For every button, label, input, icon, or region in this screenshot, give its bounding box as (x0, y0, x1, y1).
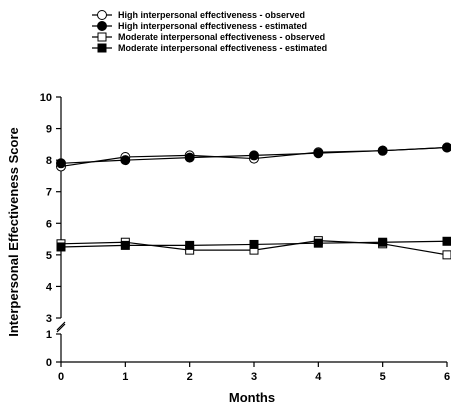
legend-label: Moderate interpersonal effectiveness - o… (118, 32, 325, 42)
y-tick-label: 10 (40, 92, 52, 104)
y-tick-label: 8 (46, 155, 52, 167)
y-tick-label: 1 (46, 329, 52, 341)
data-point (249, 150, 259, 161)
x-tick-label: 0 (58, 371, 64, 383)
x-tick-label: 4 (315, 371, 322, 383)
legend-marker (97, 43, 107, 53)
data-point (442, 142, 451, 153)
series-2 (56, 142, 451, 169)
x-tick-label: 2 (187, 371, 193, 383)
data-point (378, 237, 388, 247)
data-point (185, 240, 195, 250)
legend-marker (97, 32, 107, 42)
y-tick-label: 9 (46, 124, 52, 136)
data-point (56, 158, 66, 169)
y-tick-label: 0 (46, 357, 52, 369)
legend-marker (97, 21, 107, 31)
series-4 (56, 236, 451, 252)
legend-label: High interpersonal effectiveness - obser… (118, 10, 305, 20)
data-point (442, 236, 451, 246)
x-tick-label: 3 (251, 371, 257, 383)
x-tick-label: 6 (444, 371, 450, 383)
x-tick-label: 5 (380, 371, 386, 383)
legend-label: Moderate interpersonal effectiveness - e… (118, 43, 327, 53)
y-tick-label: 6 (46, 218, 52, 230)
data-point (313, 148, 324, 159)
legend-item: Moderate interpersonal effectiveness - e… (92, 43, 327, 53)
legend-label: High interpersonal effectiveness - estim… (118, 21, 307, 31)
y-axis: 0 1 3 4 5 6 7 8 9 10 (40, 92, 66, 369)
y-tick-label: 5 (46, 250, 52, 262)
data-point (377, 145, 388, 156)
data-point (442, 250, 451, 260)
data-point (313, 238, 323, 248)
data-point (249, 239, 259, 249)
y-tick-label: 4 (46, 281, 53, 293)
legend-marker (97, 10, 107, 20)
axis-break-mark (56, 323, 66, 333)
series-layer (56, 142, 451, 260)
axis-break-mark (56, 321, 66, 331)
legend-item: Moderate interpersonal effectiveness - o… (92, 32, 325, 42)
x-axis: 0 1 2 3 4 5 6 (58, 361, 450, 383)
legend-item: High interpersonal effectiveness - estim… (92, 21, 307, 31)
legend: High interpersonal effectiveness - obser… (92, 10, 327, 53)
data-point (184, 152, 195, 163)
y-axis-title: Interpersonal Effectiveness Score (6, 127, 21, 337)
data-point (120, 155, 131, 166)
x-axis-title: Months (229, 390, 275, 405)
legend-item: High interpersonal effectiveness - obser… (92, 10, 305, 20)
data-point (56, 242, 66, 252)
y-tick-label: 3 (46, 313, 52, 325)
data-point (120, 240, 130, 250)
x-tick-label: 1 (122, 371, 128, 383)
y-tick-label: 7 (46, 187, 52, 199)
